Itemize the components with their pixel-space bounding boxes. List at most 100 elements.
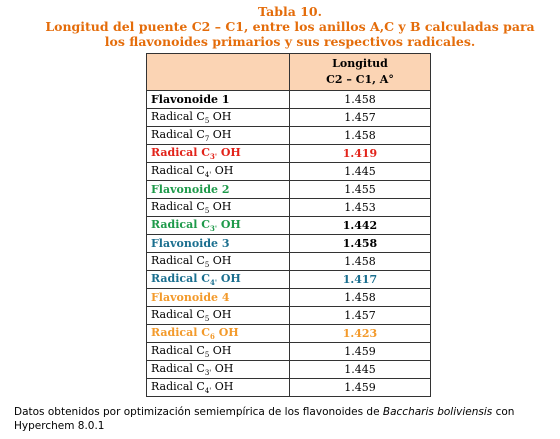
row-label: Radical C3' OH: [146, 216, 290, 235]
row-label: Radical C4' OH: [146, 378, 290, 397]
label-subscript: 5: [204, 351, 210, 360]
row-value: 1.419: [289, 144, 431, 163]
species: Baccharis boliviensis: [382, 406, 493, 418]
row-label: Radical C4' OH: [146, 162, 290, 181]
table-row: Radical C3' OH 1.419: [146, 144, 431, 163]
row-value: 1.453: [289, 198, 431, 217]
row-label: Radical C4' OH: [146, 270, 290, 289]
data-table: Longitud C2 – C1, A° Flavonoide 1 1.458 Rad…: [146, 53, 431, 397]
label-text: Radical C: [151, 361, 205, 375]
table-row: Radical C5 OH 1.459: [146, 342, 431, 361]
label-text: Radical C: [151, 253, 205, 267]
label-subscript: 7: [204, 135, 210, 144]
row-label: Radical C5 OH: [146, 198, 290, 217]
label-text: Flavonoide 2: [151, 183, 230, 196]
label-suffix: OH: [212, 307, 232, 321]
header-row: Longitud C2 – C1, A°: [146, 53, 431, 91]
label-text: Flavonoide 4: [151, 291, 230, 304]
label-subscript: 5: [204, 207, 210, 216]
label-text: Radical C: [151, 217, 210, 231]
row-label: Radical C5 OH: [146, 252, 290, 271]
row-label: Radical C5 OH: [146, 306, 290, 325]
row-label: Flavonoide 1: [146, 90, 290, 109]
title: Tabla 10. Longitud del puente C2 – C1, e…: [0, 4, 560, 49]
table-row: Radical C5 OH 1.453: [146, 198, 431, 217]
label-suffix: OH: [214, 361, 234, 375]
label-subscript: 3': [204, 369, 212, 378]
title-line: Longitud del puente C2 – C1, entre los a…: [45, 19, 535, 34]
row-value: 1.442: [289, 216, 431, 235]
label-text: Radical C: [151, 271, 210, 285]
table-row: Radical C4' OH 1.459: [146, 378, 431, 397]
row-value: 1.455: [289, 180, 431, 199]
row-label: Radical C3' OH: [146, 144, 290, 163]
label-suffix: OH: [212, 199, 232, 213]
label-subscript: 4': [209, 278, 217, 288]
header-empty: [146, 53, 290, 91]
row-value: 1.458: [289, 126, 431, 145]
label-subscript: 4': [204, 387, 212, 396]
row-value: 1.459: [289, 378, 431, 397]
label-subscript: 3': [209, 224, 217, 234]
table-row: Flavonoide 4 1.458: [146, 288, 431, 307]
label-text: Radical C: [151, 343, 205, 357]
table-row: Radical C5 OH 1.457: [146, 108, 431, 127]
row-value: 1.457: [289, 108, 431, 127]
row-label: Radical C7 OH: [146, 126, 290, 145]
label-suffix: OH: [220, 271, 241, 285]
row-value: 1.457: [289, 306, 431, 325]
row-label: Flavonoide 3: [146, 234, 290, 253]
table-row: Flavonoide 2 1.455: [146, 180, 431, 199]
row-label: Radical C5 OH: [146, 108, 290, 127]
footer-text: con Hyperchem 8.0.1: [14, 406, 515, 432]
label-suffix: OH: [214, 163, 234, 177]
label-suffix: OH: [212, 343, 232, 357]
row-label: Radical C3' OH: [146, 360, 290, 379]
row-value: 1.417: [289, 270, 431, 289]
label-suffix: OH: [218, 325, 239, 339]
label-suffix: OH: [220, 217, 241, 231]
table-row: Radical C6 OH 1.423: [146, 324, 431, 343]
label-suffix: OH: [212, 253, 232, 267]
label-text: Radical C: [151, 199, 205, 213]
row-value: 1.458: [289, 288, 431, 307]
table-row: Radical C5 OH 1.457: [146, 306, 431, 325]
label-subscript: 4': [204, 171, 212, 180]
header-line: C2 – C1, A°: [326, 73, 394, 86]
row-label: Radical C5 OH: [146, 342, 290, 361]
title-line: Tabla 10.: [258, 4, 322, 19]
header-cell: Longitud C2 – C1, A°: [289, 53, 431, 91]
table-row: Radical C4' OH 1.417: [146, 270, 431, 289]
label-subscript: 5: [204, 117, 210, 126]
table-row: Radical C5 OH 1.458: [146, 252, 431, 271]
label-text: Radical C: [151, 109, 205, 123]
row-value: 1.445: [289, 360, 431, 379]
label-suffix: OH: [212, 127, 232, 141]
label-text: Flavonoide 1: [151, 93, 230, 106]
label-subscript: 5: [204, 315, 210, 324]
table-row: Flavonoide 3 1.458: [146, 234, 431, 253]
label-text: Radical C: [151, 307, 205, 321]
title-line: los flavonoides primarios y sus respecti…: [104, 34, 476, 49]
label-subscript: 6: [209, 332, 215, 342]
table-row: Radical C7 OH 1.458: [146, 126, 431, 145]
label-subscript: 5: [204, 261, 210, 270]
label-suffix: OH: [212, 109, 232, 123]
table-row: Radical C3' OH 1.442: [146, 216, 431, 235]
footer: Datos obtenidos por optimización semiemp…: [14, 405, 559, 433]
label-text: Radical C: [151, 145, 210, 159]
label-suffix: OH: [220, 145, 241, 159]
label-text: Radical C: [151, 163, 205, 177]
table-body: Flavonoide 1 1.458 Radical C5 OH 1.457 Radic…: [146, 90, 431, 397]
label-subscript: 3': [209, 152, 217, 162]
table-row: Radical C3' OH 1.445: [146, 360, 431, 379]
table-row: Radical C4' OH 1.445: [146, 162, 431, 181]
label-text: Flavonoide 3: [151, 237, 230, 250]
row-label: Flavonoide 4: [146, 288, 290, 307]
row-label: Radical C6 OH: [146, 324, 290, 343]
row-value: 1.458: [289, 252, 431, 271]
row-value: 1.445: [289, 162, 431, 181]
table-row: Flavonoide 1 1.458: [146, 90, 431, 109]
label-text: Radical C: [151, 127, 205, 141]
